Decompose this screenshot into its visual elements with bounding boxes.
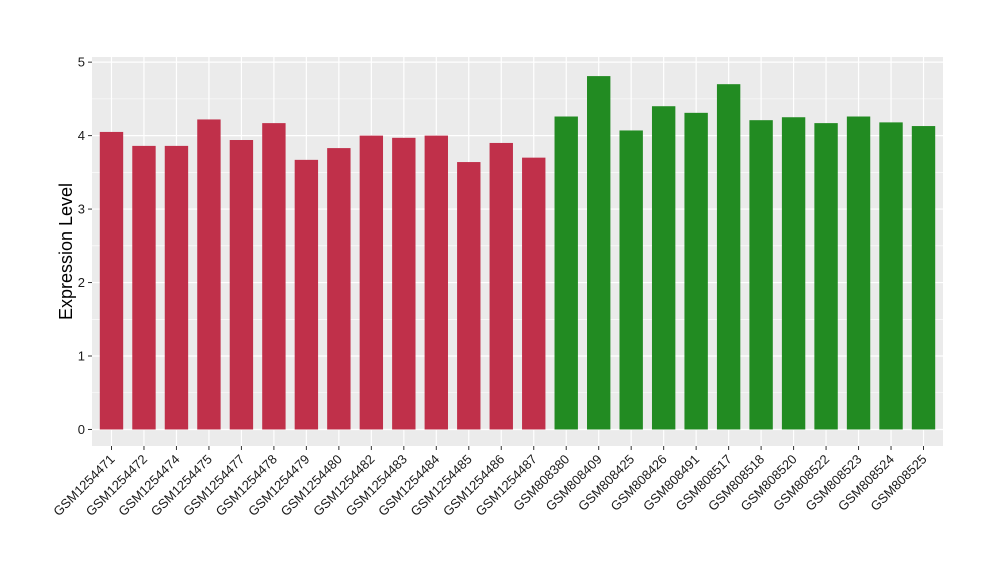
bar-GSM1254484 xyxy=(424,135,448,430)
bar-GSM808523 xyxy=(846,116,871,430)
bar-GSM808525 xyxy=(911,126,936,430)
bar-GSM1254486 xyxy=(489,142,513,430)
y-tick-label: 0 xyxy=(78,422,85,437)
y-tick-label: 5 xyxy=(78,55,85,70)
y-axis: 0 1 2 3 4 5 xyxy=(78,55,92,437)
bar-GSM1254474 xyxy=(164,145,189,430)
bars xyxy=(99,76,936,430)
bar-GSM1254477 xyxy=(229,140,254,430)
bar-GSM808380 xyxy=(554,116,578,430)
bar-GSM1254478 xyxy=(262,123,286,430)
bar-GSM1254472 xyxy=(132,145,156,430)
bar-GSM808409 xyxy=(587,76,611,430)
y-tick-label: 3 xyxy=(78,202,85,217)
bar-GSM808426 xyxy=(651,106,676,430)
bar-GSM1254475 xyxy=(197,119,221,430)
bar-GSM808522 xyxy=(814,123,838,430)
bar-GSM1254485 xyxy=(457,162,481,430)
bar-GSM1254483 xyxy=(392,137,416,430)
bar-GSM808524 xyxy=(879,122,903,430)
bar-GSM808517 xyxy=(716,84,741,430)
y-axis-title: Expression Level xyxy=(56,183,76,320)
x-axis: GSM1254471GSM1254472GSM1254474GSM1254475… xyxy=(50,446,930,519)
y-tick-label: 1 xyxy=(78,349,85,364)
bar-GSM808491 xyxy=(684,112,708,430)
y-tick-label: 4 xyxy=(78,128,85,143)
bar-GSM808518 xyxy=(749,120,773,430)
bar-GSM808425 xyxy=(619,130,643,430)
bar-GSM1254487 xyxy=(522,157,546,430)
bar-GSM1254479 xyxy=(294,159,319,430)
bar-GSM1254471 xyxy=(99,131,124,430)
bar-GSM808520 xyxy=(781,117,806,430)
bar-GSM1254482 xyxy=(359,135,384,430)
y-tick-label: 2 xyxy=(78,275,85,290)
bar-GSM1254480 xyxy=(327,148,351,430)
